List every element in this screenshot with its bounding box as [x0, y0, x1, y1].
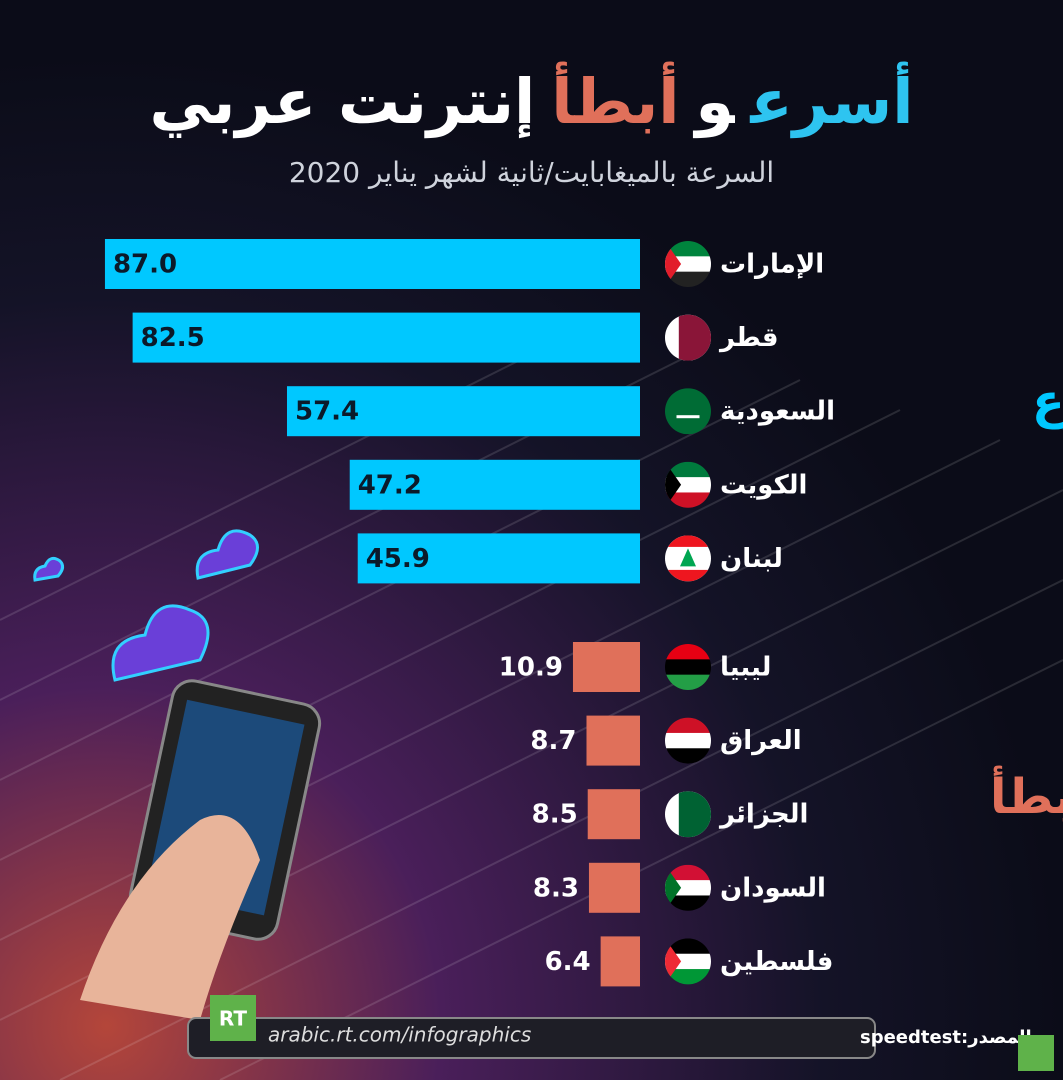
flag-part — [665, 644, 711, 661]
bar — [586, 715, 640, 766]
flag-part — [665, 864, 682, 911]
flag — [665, 791, 711, 838]
flag-part — [676, 415, 700, 419]
logo-small — [1018, 1035, 1054, 1071]
flag — [665, 388, 711, 435]
category-label: ليبيا — [720, 653, 771, 683]
bar — [286, 386, 640, 437]
flag-part — [665, 674, 711, 690]
value-label: 57.4 — [295, 397, 359, 427]
flag-part — [665, 271, 711, 287]
phone — [80, 679, 322, 1020]
category-label: السعودية — [720, 397, 835, 427]
value-label: 8.3 — [533, 873, 579, 903]
title-part: أسرع — [750, 65, 914, 138]
bar — [588, 862, 640, 913]
flag — [665, 314, 711, 361]
group-label: الأسرع — [1032, 372, 1063, 430]
title-part: و — [695, 65, 735, 138]
category-label: قطر — [718, 323, 779, 353]
flag-part — [665, 659, 711, 676]
value-label: 82.5 — [141, 323, 205, 353]
chart-subtitle: السرعة بالميغابايت/ثانية لشهر يناير 2020 — [288, 156, 775, 189]
chart-title: أسرعوأبطأإنترنت عربي — [0, 62, 1063, 142]
flag-part — [665, 569, 711, 582]
value-label: 8.7 — [530, 726, 576, 756]
flag-part — [665, 748, 711, 764]
value-label: 8.5 — [532, 800, 578, 830]
bar — [572, 642, 640, 692]
flag-part — [665, 461, 711, 479]
flag-part — [665, 864, 711, 882]
flag-part — [665, 895, 711, 911]
title-part: أبطأ — [551, 65, 680, 138]
footer-bar — [187, 1017, 876, 1059]
bar — [132, 312, 640, 363]
flag-part — [665, 241, 682, 287]
flag-part — [665, 461, 682, 508]
source: المصدر:speedtest — [860, 1027, 1032, 1048]
clouds — [33, 529, 259, 682]
value-label: 6.4 — [545, 947, 591, 977]
flag — [665, 535, 711, 582]
logo: RT — [219, 1007, 248, 1031]
category-label: الجزائر — [718, 800, 808, 830]
flag-part — [665, 938, 711, 955]
value-label: 47.2 — [358, 470, 422, 500]
group-label: الأبطأ — [990, 765, 1063, 825]
bar — [357, 533, 640, 584]
category-label: لبنان — [720, 544, 783, 574]
flag — [665, 241, 711, 287]
flag-part — [665, 241, 711, 258]
flag-part — [665, 492, 711, 508]
flag — [665, 644, 711, 690]
value-label: 45.9 — [366, 544, 430, 574]
category-label: الكويت — [720, 470, 807, 500]
flag — [665, 461, 711, 508]
bar — [104, 239, 640, 289]
website: arabic.rt.com/infographics — [268, 1023, 531, 1047]
flag-part — [665, 717, 711, 734]
flag — [665, 864, 711, 911]
category-label: السودان — [720, 873, 826, 903]
category-label: العراق — [720, 726, 802, 756]
flag — [665, 938, 711, 985]
title-part: إنترنت عربي — [149, 65, 536, 138]
logo-box — [210, 995, 256, 1041]
category-label: فلسطين — [720, 947, 833, 977]
flag-part — [680, 548, 696, 567]
flag-part — [665, 535, 711, 547]
flag-part — [665, 969, 711, 985]
category-label: الإمارات — [720, 250, 824, 280]
flag-part — [665, 388, 711, 435]
bar — [600, 936, 640, 987]
flag-part — [665, 938, 682, 985]
flag-part — [665, 732, 711, 750]
flag — [665, 717, 711, 764]
bar — [349, 459, 640, 510]
value-label: 87.0 — [113, 250, 177, 280]
bar — [587, 789, 640, 840]
value-label: 10.9 — [499, 653, 563, 683]
